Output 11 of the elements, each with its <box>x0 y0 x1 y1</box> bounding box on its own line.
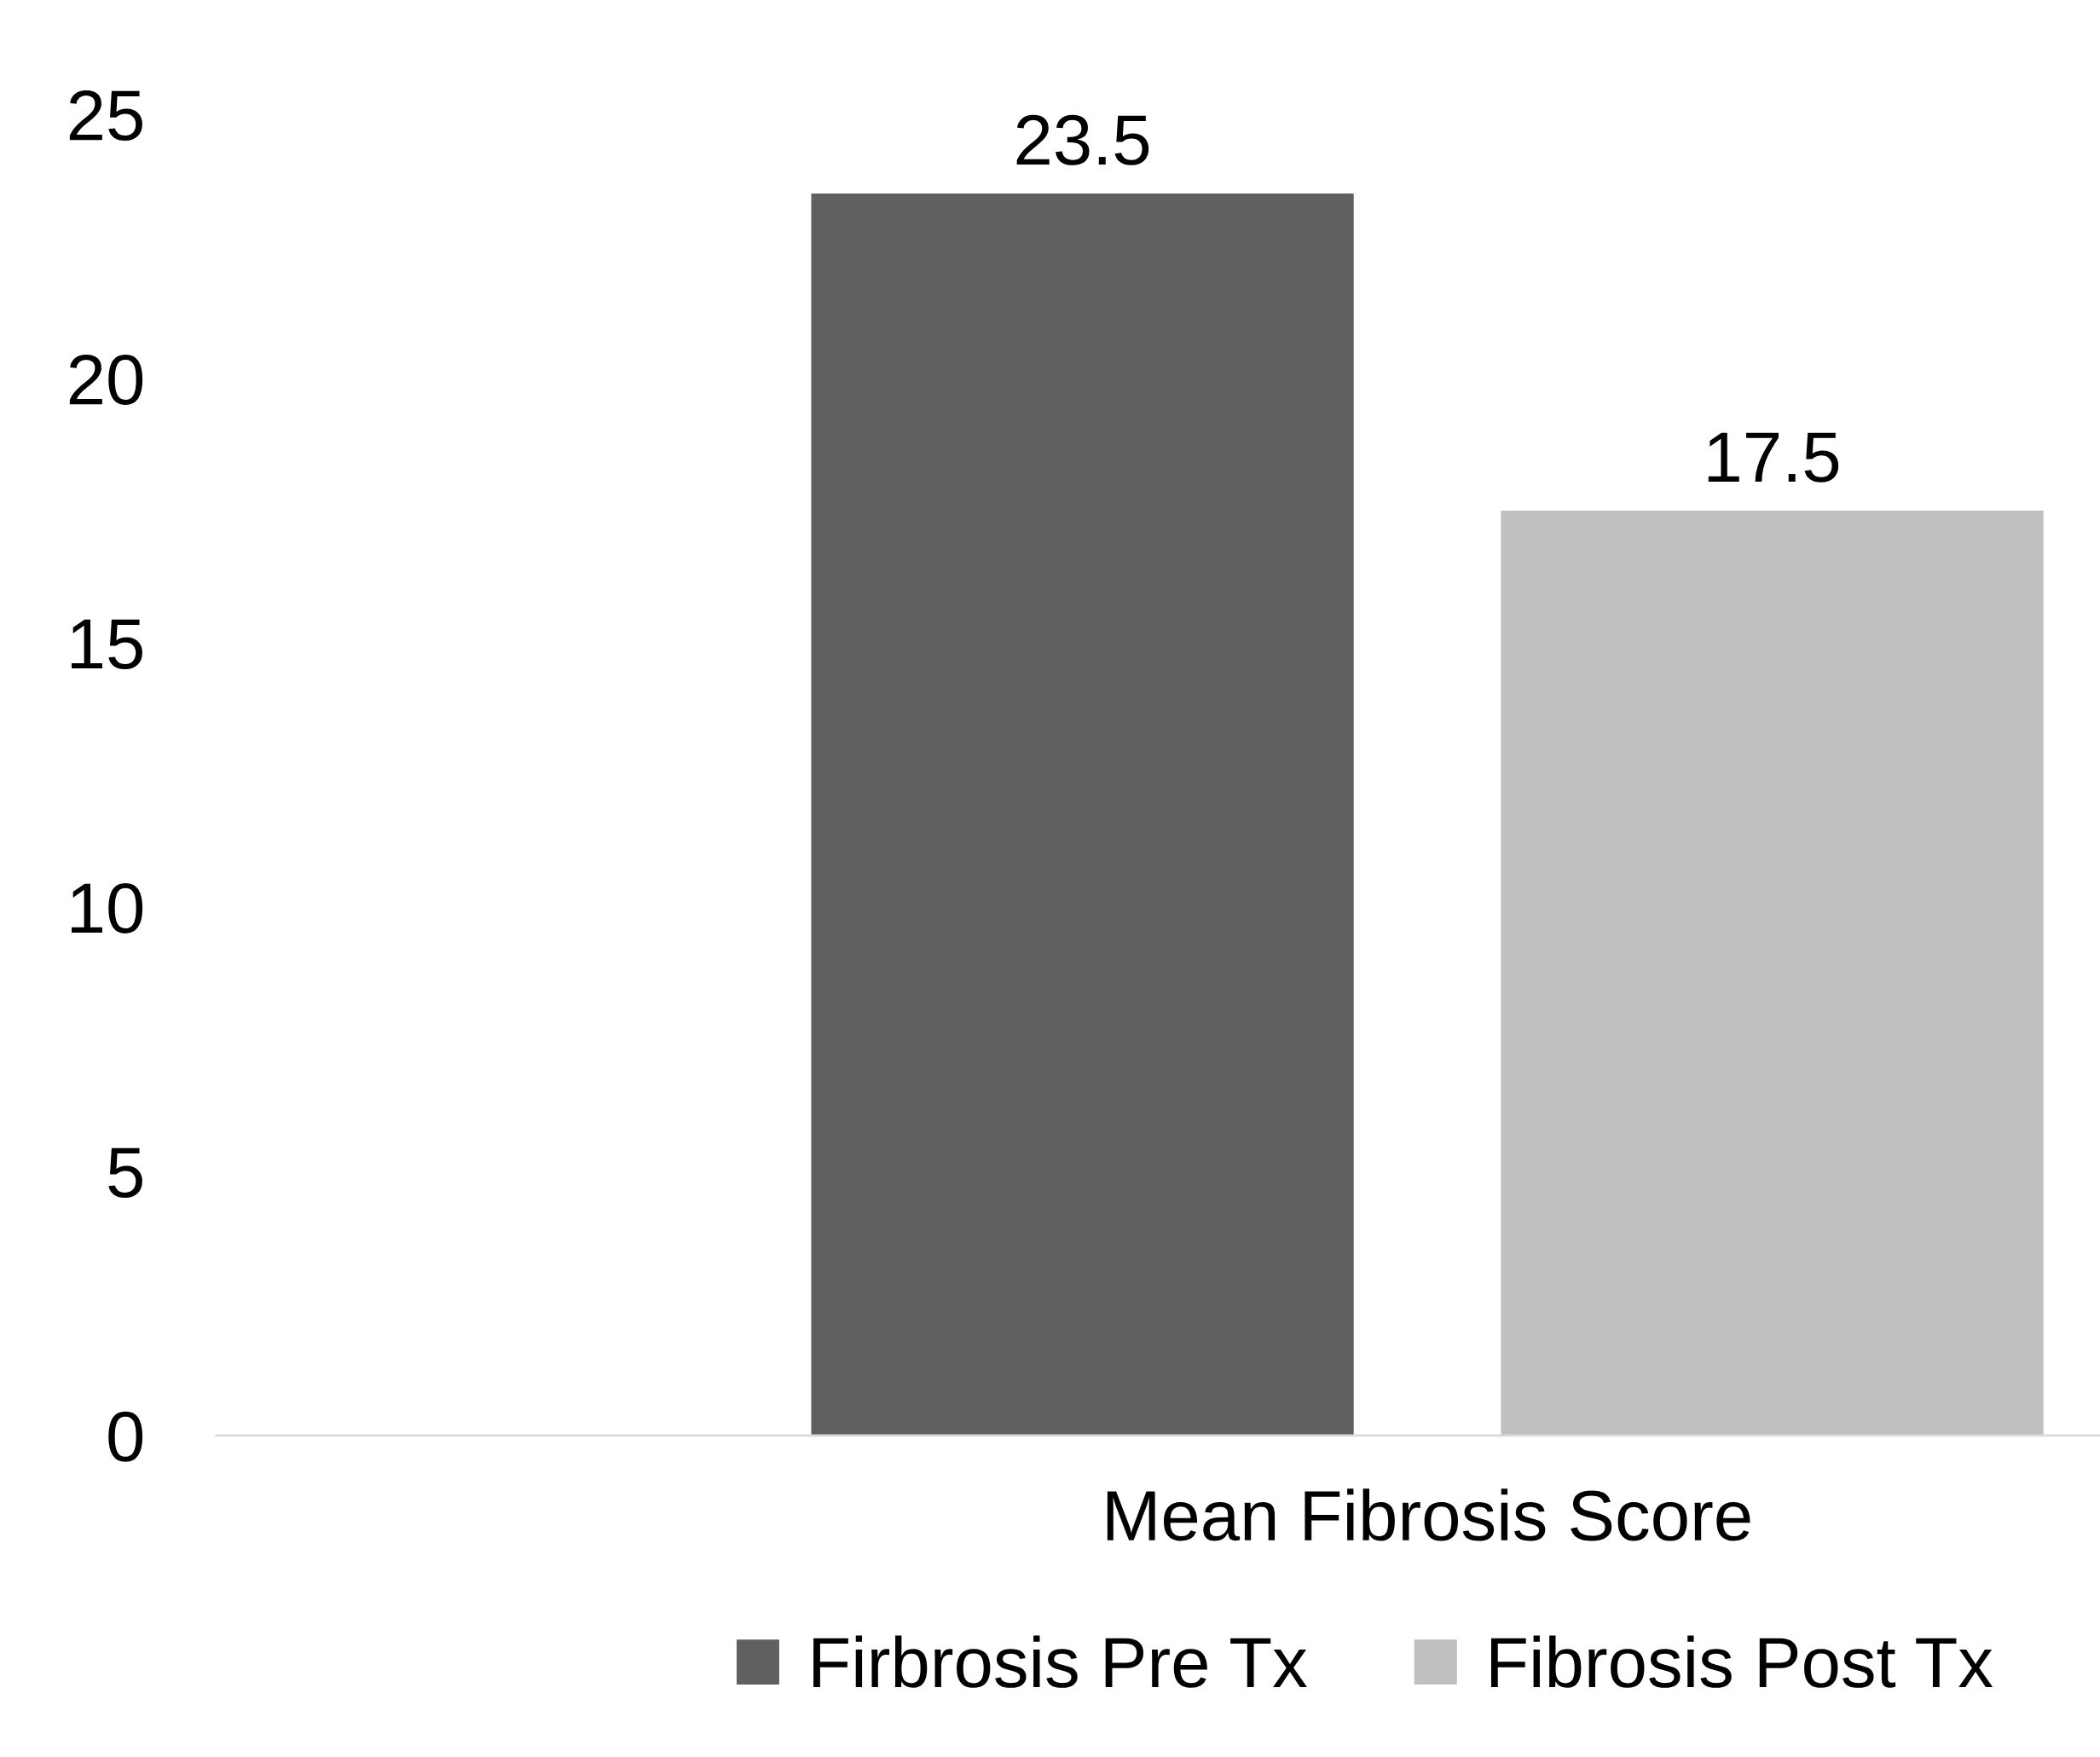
y-tick-label: 25 <box>69 90 142 141</box>
data-label: 23.5 <box>1016 114 1149 165</box>
y-tick-label: 15 <box>72 619 142 669</box>
legend-label: Firbrosis Pre Tx <box>813 1635 1307 1688</box>
y-tick-label: 10 <box>72 882 143 933</box>
y-tick-label: 20 <box>69 354 143 405</box>
data-label: 17.5 <box>1708 432 1839 483</box>
x-tick-label: Mean Fibrosis Score <box>1107 1488 1750 1541</box>
legend-label: Fibrosis Post Tx <box>1490 1635 1993 1688</box>
y-tick-label: 5 <box>108 1147 142 1198</box>
y-tick-label: 0 <box>108 1411 143 1462</box>
